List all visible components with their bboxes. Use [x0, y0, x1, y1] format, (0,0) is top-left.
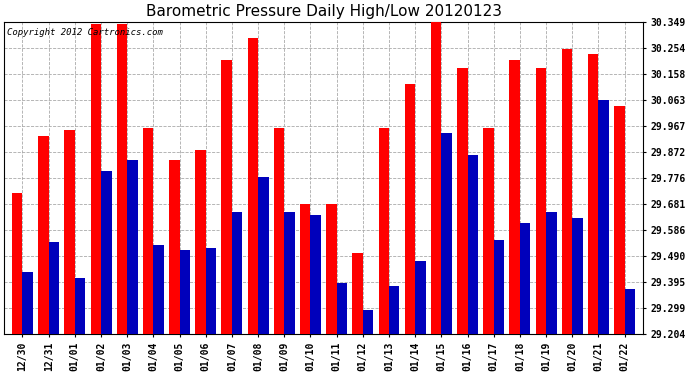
- Bar: [90, 24, 101, 334]
- Bar: [457, 68, 468, 334]
- Bar: [326, 204, 337, 334]
- Bar: [379, 128, 389, 334]
- Bar: [520, 223, 531, 334]
- Text: Copyright 2012 Cartronics.com: Copyright 2012 Cartronics.com: [8, 28, 164, 37]
- Bar: [143, 128, 153, 334]
- Bar: [221, 60, 232, 334]
- Bar: [153, 245, 164, 334]
- Bar: [248, 38, 258, 334]
- Bar: [363, 310, 373, 334]
- Bar: [353, 253, 363, 334]
- Bar: [12, 193, 23, 334]
- Bar: [23, 272, 33, 334]
- Bar: [195, 150, 206, 334]
- Bar: [117, 24, 127, 334]
- Bar: [64, 130, 75, 334]
- Bar: [598, 100, 609, 334]
- Bar: [468, 155, 478, 334]
- Bar: [405, 84, 415, 334]
- Bar: [494, 240, 504, 334]
- Bar: [179, 251, 190, 334]
- Bar: [169, 160, 179, 334]
- Bar: [258, 177, 268, 334]
- Bar: [509, 60, 520, 334]
- Bar: [614, 106, 624, 334]
- Bar: [232, 212, 242, 334]
- Bar: [389, 286, 400, 334]
- Bar: [49, 242, 59, 334]
- Bar: [546, 212, 557, 334]
- Bar: [588, 54, 598, 334]
- Bar: [310, 215, 321, 334]
- Bar: [300, 204, 310, 334]
- Bar: [206, 248, 216, 334]
- Bar: [101, 171, 112, 334]
- Bar: [127, 160, 138, 334]
- Bar: [415, 261, 426, 334]
- Bar: [431, 21, 442, 334]
- Bar: [442, 133, 452, 334]
- Bar: [483, 128, 494, 334]
- Bar: [535, 68, 546, 334]
- Bar: [75, 278, 86, 334]
- Bar: [572, 218, 583, 334]
- Bar: [337, 283, 347, 334]
- Title: Barometric Pressure Daily High/Low 20120123: Barometric Pressure Daily High/Low 20120…: [146, 4, 502, 19]
- Bar: [284, 212, 295, 334]
- Bar: [38, 136, 49, 334]
- Bar: [274, 128, 284, 334]
- Bar: [624, 289, 635, 334]
- Bar: [562, 49, 572, 334]
